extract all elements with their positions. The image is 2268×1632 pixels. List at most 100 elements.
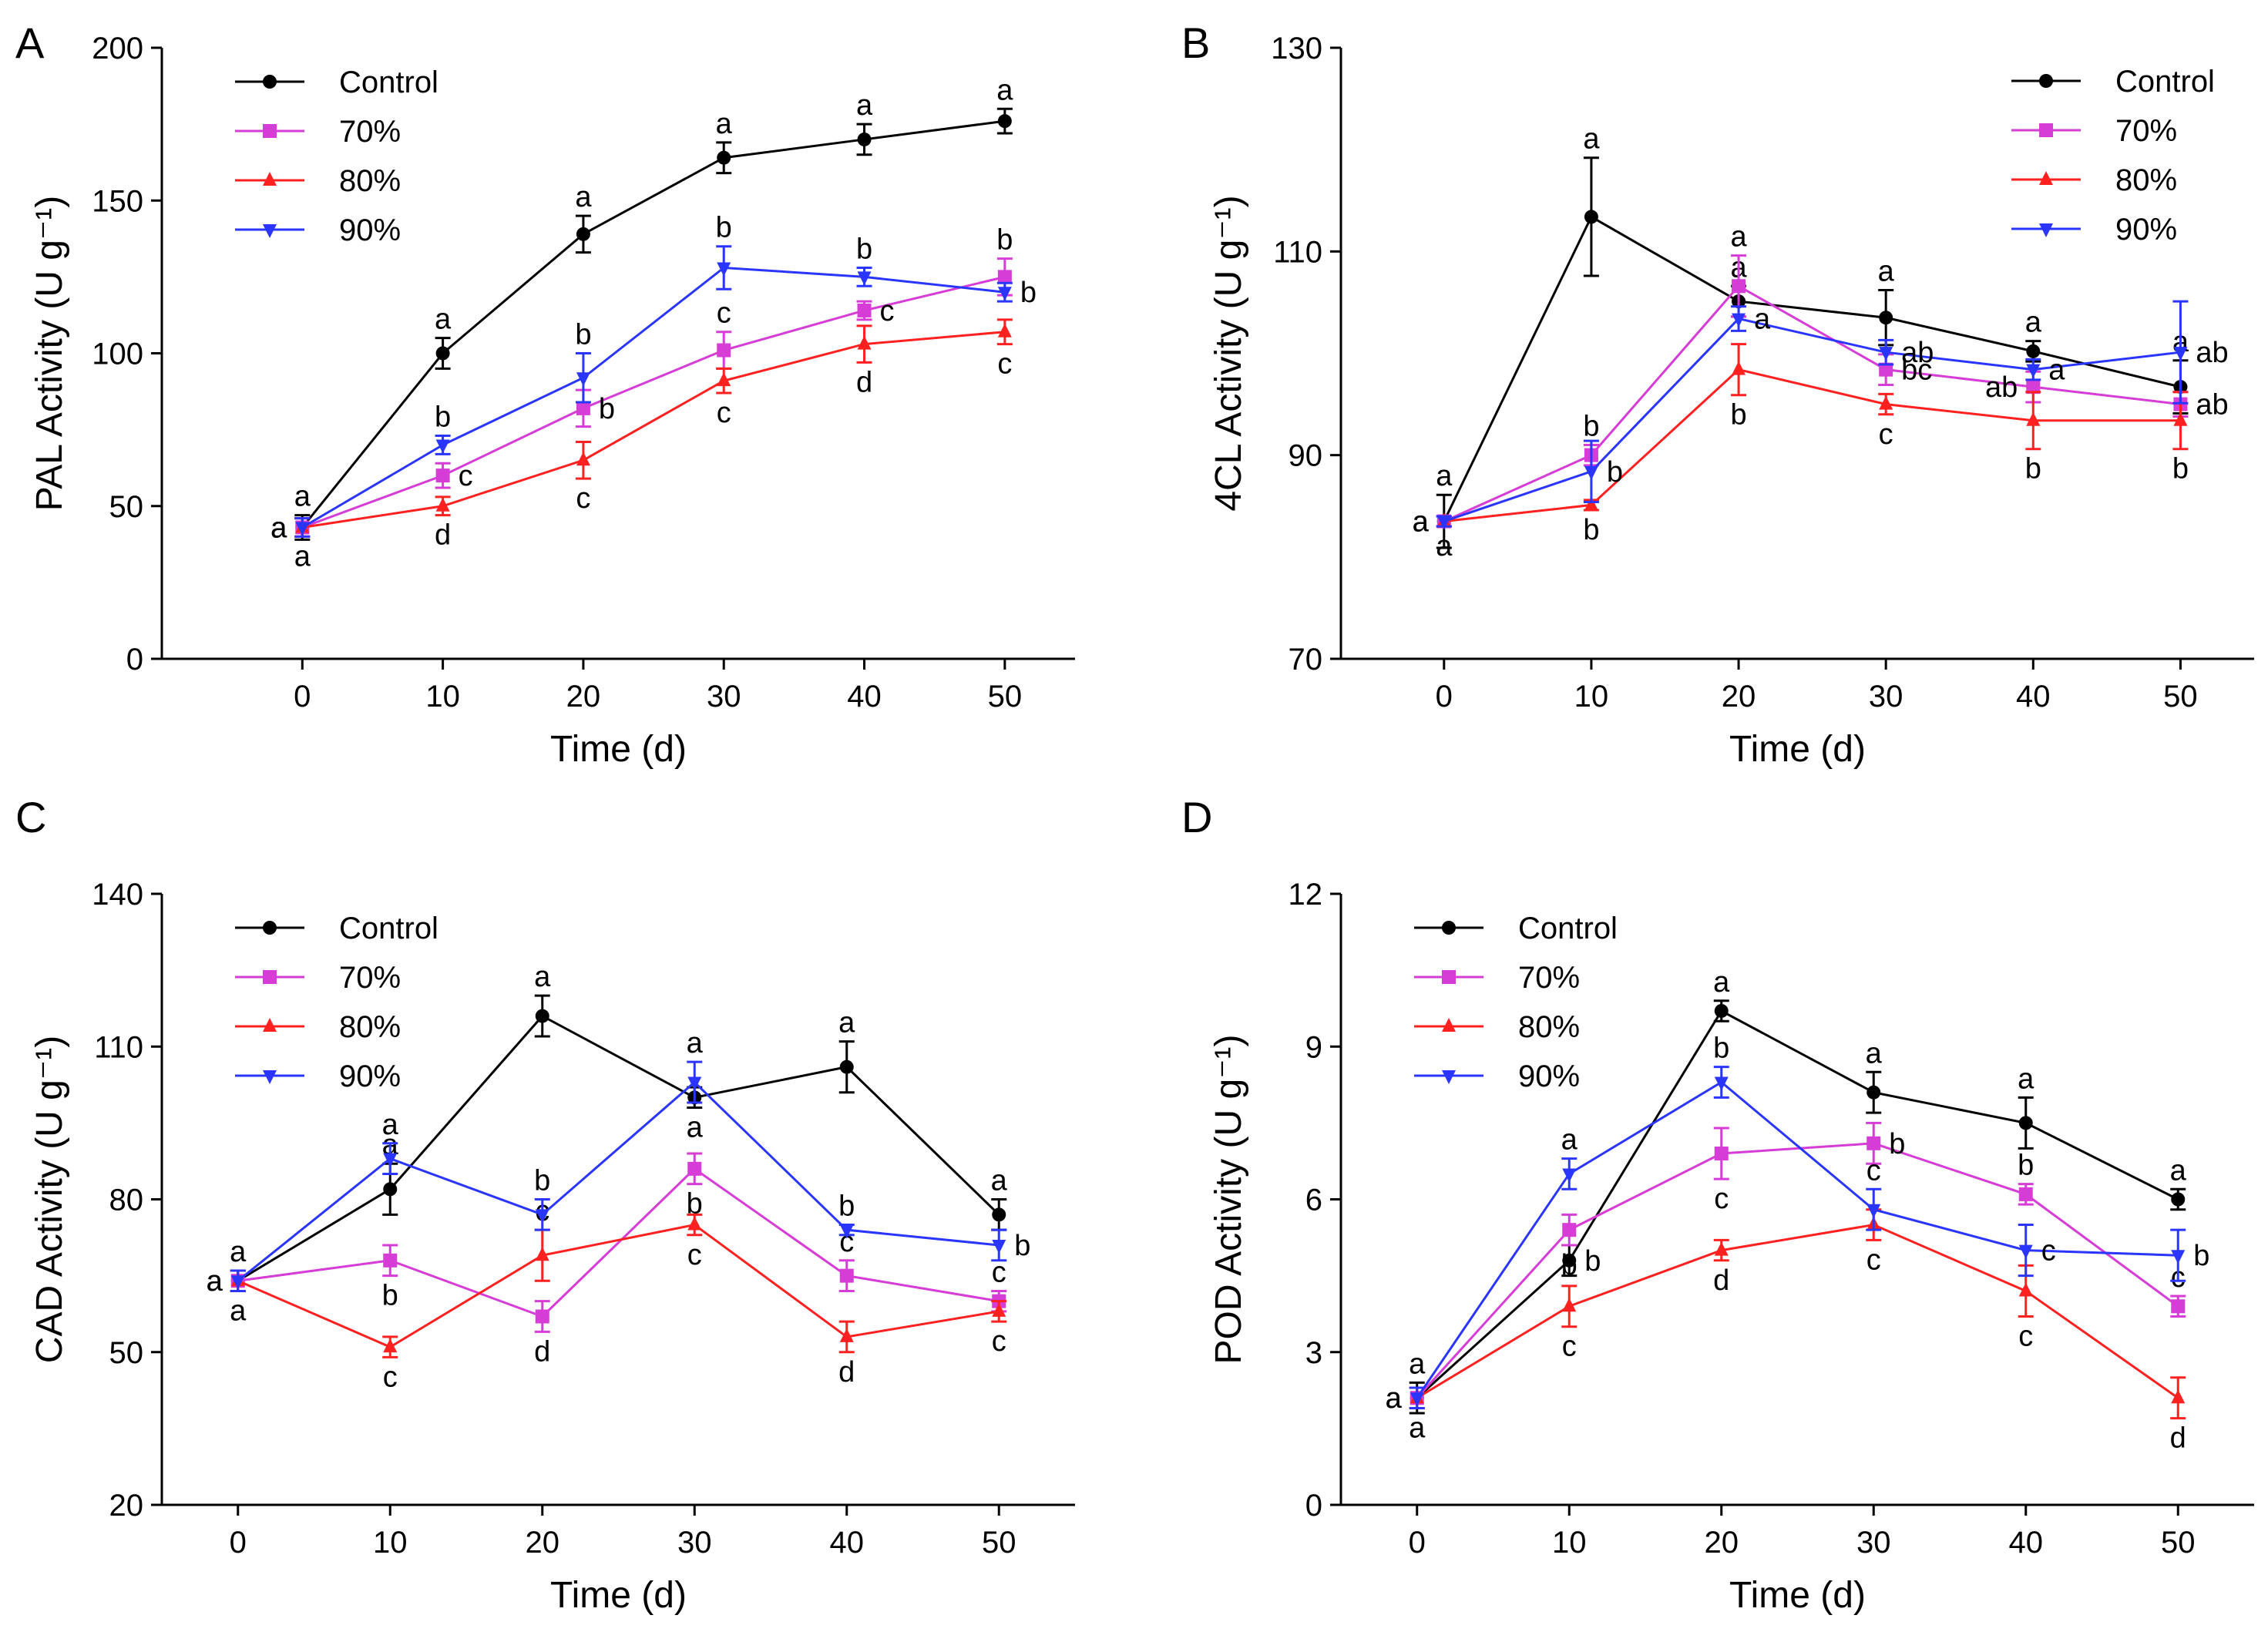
legend-marker (263, 124, 277, 138)
data-point (857, 132, 872, 146)
legend-marker (1442, 970, 1456, 984)
data-point (1732, 361, 1746, 375)
data-point (576, 452, 590, 466)
series-line (302, 331, 1005, 529)
significance-letter: a (230, 1295, 247, 1327)
series-80pct: a c d c c d (1409, 1208, 2186, 1455)
significance-letter: ab (1901, 337, 1934, 369)
significance-letter: b (599, 393, 615, 425)
significance-letter: a (294, 481, 311, 513)
legend: Control 70% 80% 90% (2011, 65, 2215, 247)
y-tick-label: 110 (94, 1030, 143, 1064)
legend: Control 70% 80% 90% (1414, 912, 1618, 1093)
significance-letter: a (1413, 506, 1430, 539)
series-line (237, 1167, 1000, 1318)
legend-label: 70% (339, 961, 401, 995)
data-point (1562, 1298, 1577, 1312)
significance-letter: c (383, 1361, 398, 1393)
data-point (1562, 1253, 1577, 1268)
series-line (301, 266, 1006, 529)
significance-letter: a (382, 1109, 399, 1141)
panel-a: A 0 50 100 150 200 0 10 20 30 40 50 Time (d) PAL Acti… (15, 18, 1075, 770)
legend: Control 70% 80% 90% (235, 65, 438, 247)
x-tick-label: 0 (294, 680, 311, 714)
significance-letter: a (435, 304, 452, 336)
significance-letter: b (856, 233, 872, 265)
data-point (1562, 1223, 1577, 1237)
legend-marker (263, 1018, 277, 1032)
series-80pct: a c c c d c (230, 1195, 1007, 1393)
data-point (383, 1338, 398, 1353)
series-control: a a a a a a (294, 74, 1013, 541)
data-point (687, 1161, 702, 1176)
significance-letter: b (1561, 1249, 1578, 1281)
data-point (997, 114, 1012, 129)
y-tick-label: 150 (92, 184, 143, 218)
y-tick-label: 90 (1289, 439, 1323, 473)
significance-letter: a (2025, 307, 2042, 339)
significance-letter: a (1583, 123, 1600, 156)
series-line (1443, 368, 2181, 523)
data-point (2171, 1299, 2186, 1314)
data-point (2018, 1116, 2033, 1130)
significance-letter: ab (1985, 371, 2018, 404)
significance-letter: c (997, 348, 1012, 381)
significance-letter: a (1754, 304, 1771, 336)
legend-label: 80% (339, 1010, 401, 1044)
legend-label: Control (2115, 65, 2215, 99)
legend-marker (2039, 171, 2053, 185)
significance-letter: b (534, 1165, 550, 1197)
legend-marker (2039, 223, 2053, 237)
data-point (2026, 411, 2041, 426)
significance-letter: a (716, 108, 733, 140)
x-tick-label: 40 (847, 680, 882, 714)
significance-letter: a (1561, 1124, 1578, 1157)
significance-letter: b (435, 401, 451, 434)
data-point (535, 1309, 549, 1324)
x-tick-label: 10 (1552, 1526, 1587, 1560)
data-point (435, 439, 450, 454)
y-axis-title: 4CL Activity (U g⁻¹) (1208, 195, 1249, 511)
significance-letter: b (2025, 453, 2041, 485)
x-axis-title: Time (d) (550, 1575, 687, 1616)
significance-letter: c (459, 460, 473, 492)
legend-marker (263, 224, 277, 238)
legend-label: Control (1518, 912, 1618, 945)
data-point (857, 303, 872, 317)
significance-letter: b (2172, 453, 2189, 485)
y-axis-title: CAD Activity (U g⁻¹) (29, 1036, 70, 1363)
significance-letter: d (838, 1356, 855, 1389)
x-axis-title: Time (d) (1729, 729, 1866, 770)
data-point (2173, 347, 2188, 361)
y-tick-label: 0 (1305, 1489, 1322, 1523)
data-point (2171, 1192, 2186, 1207)
data-point (2171, 1389, 2186, 1404)
data-point (576, 372, 590, 387)
legend-marker (263, 75, 277, 89)
y-tick-label: 50 (109, 1336, 144, 1370)
data-point (383, 1153, 398, 1167)
significance-letter: a (2018, 1063, 2034, 1095)
legend-label: 90% (339, 213, 401, 247)
data-point (1584, 465, 1598, 480)
y-tick-label: 12 (1289, 878, 1323, 912)
panel-letter: B (1181, 18, 1210, 67)
significance-letter: c (992, 1256, 1006, 1288)
data-point (997, 323, 1012, 337)
x-tick-label: 40 (2016, 680, 2051, 714)
data-point (230, 1275, 245, 1290)
series-line (1443, 317, 2181, 522)
data-point (2026, 380, 2041, 395)
significance-letter: b (1020, 277, 1037, 309)
y-tick-label: 9 (1305, 1030, 1322, 1064)
data-point (997, 270, 1012, 284)
data-point (857, 271, 872, 286)
significance-letter: a (1386, 1382, 1403, 1415)
series-line (301, 275, 1006, 529)
